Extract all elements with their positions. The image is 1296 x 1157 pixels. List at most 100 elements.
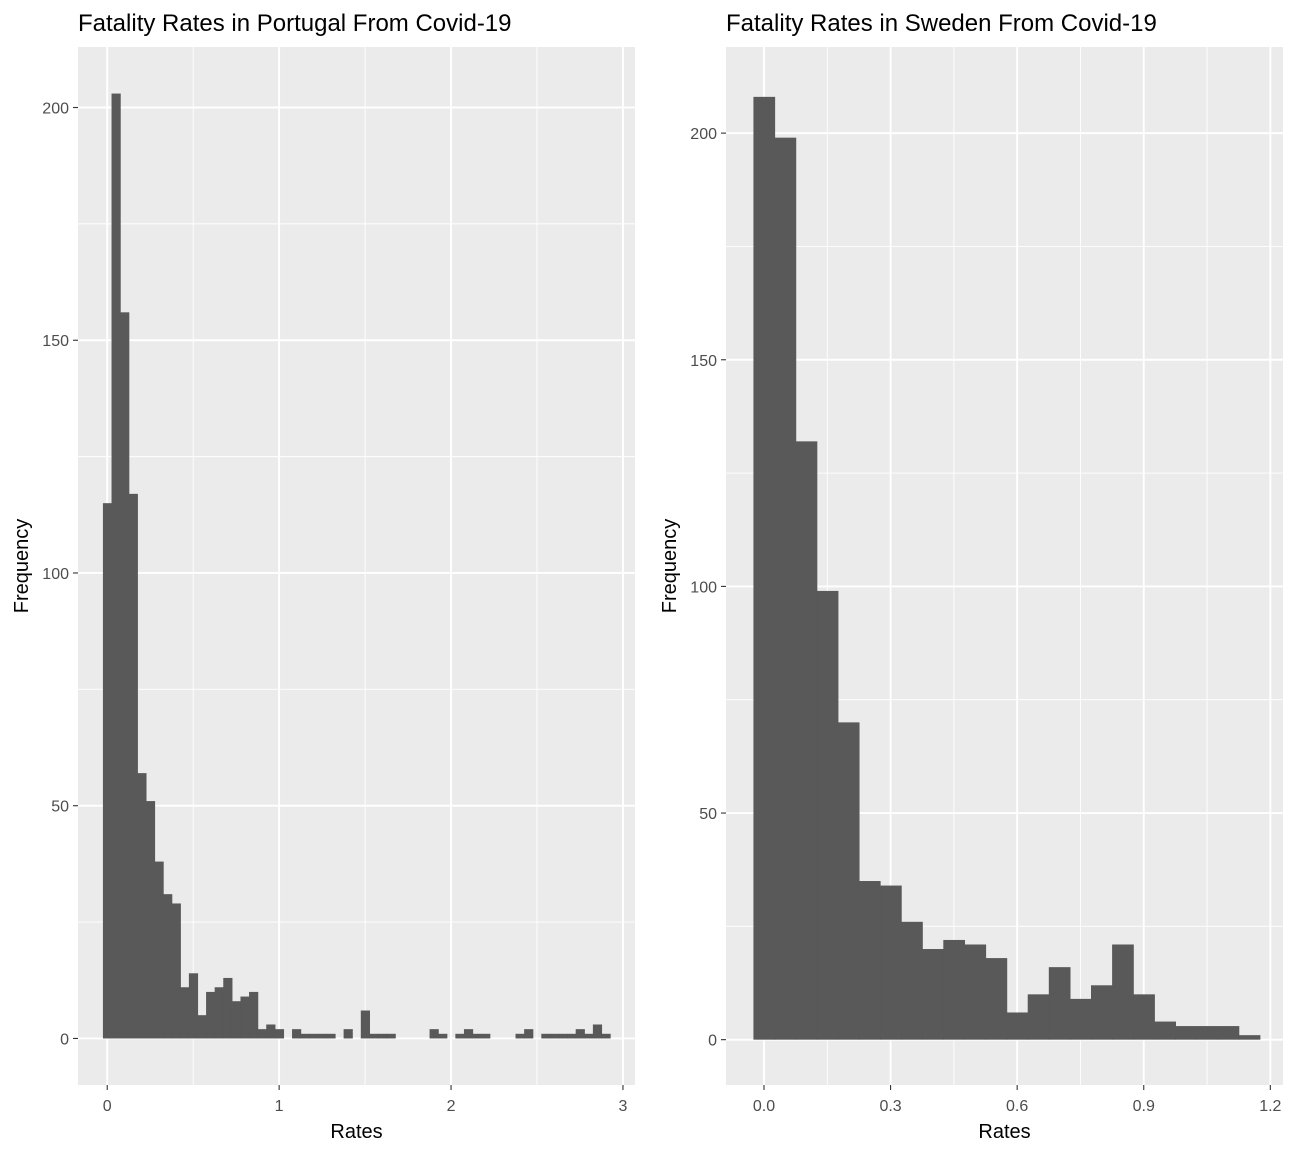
y-tick-label: 100 <box>42 566 69 583</box>
histogram-bar <box>137 773 147 1039</box>
histogram-bar <box>180 987 190 1039</box>
histogram-bar <box>455 1033 465 1039</box>
chart-portugal-svg: 0 1 2 3 0 50 100 150 200 Fatality Rates in Portug… <box>11 10 635 1143</box>
histogram-bar <box>1112 944 1134 1040</box>
histogram-bar <box>964 944 987 1040</box>
histogram-bar <box>369 1033 379 1039</box>
histogram-bar <box>145 801 156 1039</box>
histogram-bar <box>317 1033 328 1039</box>
histogram-bar <box>601 1033 611 1039</box>
histogram-bar <box>1154 1021 1176 1040</box>
y-tick-label: 50 <box>51 799 69 816</box>
histogram-bar <box>206 991 216 1039</box>
histogram-bar <box>463 1029 474 1039</box>
y-tick-label: 0 <box>708 1033 717 1050</box>
histogram-bar <box>558 1033 568 1039</box>
histogram-bar <box>1027 994 1050 1040</box>
histogram-bar <box>1196 1026 1219 1040</box>
x-tick-label: 0.6 <box>1006 1098 1028 1115</box>
histogram-bar <box>292 1029 302 1039</box>
histogram-bar <box>223 977 233 1039</box>
histogram-bar <box>102 503 113 1039</box>
histogram-bar <box>343 1029 353 1039</box>
histogram-bar <box>266 1024 276 1039</box>
histogram-bar <box>1048 967 1071 1040</box>
x-tick-label: 3 <box>619 1098 628 1115</box>
histogram-bar <box>1069 998 1092 1040</box>
histogram-bar <box>154 861 164 1039</box>
histogram-bar <box>1217 1026 1240 1040</box>
histogram-bar <box>943 939 966 1040</box>
histogram-bar <box>163 894 173 1039</box>
histogram-bar <box>171 903 181 1039</box>
histogram-bar <box>377 1033 388 1039</box>
y-tick-label: 150 <box>42 333 69 350</box>
histogram-bar <box>240 996 250 1039</box>
histogram-bar <box>858 881 881 1040</box>
histogram-bar <box>795 441 818 1040</box>
histogram-bar <box>300 1033 310 1039</box>
chart-title: Fatality Rates in Portugal From Covid-19 <box>78 10 512 37</box>
x-tick-label: 2 <box>447 1098 456 1115</box>
histogram-bar <box>429 1029 439 1039</box>
histogram-bar <box>524 1029 534 1039</box>
histogram-bar <box>111 93 121 1039</box>
x-tick-label: 0.3 <box>879 1098 901 1115</box>
histogram-bar <box>257 1029 267 1039</box>
x-tick-label: 0.0 <box>753 1098 775 1115</box>
histogram-bar <box>816 590 839 1040</box>
histogram-bar <box>901 921 923 1040</box>
histogram-bar <box>326 1033 336 1039</box>
y-tick-label: 50 <box>699 806 717 823</box>
histogram-bar <box>922 949 944 1040</box>
x-tick-label: 0 <box>103 1098 112 1115</box>
x-tick-label: 1 <box>275 1098 284 1115</box>
histogram-bar <box>515 1033 525 1039</box>
plot-area: 0 1 2 3 0 50 100 150 200 <box>42 47 635 1115</box>
histogram-bar <box>128 493 138 1039</box>
chart-portugal: 0 1 2 3 0 50 100 150 200 Fatality Rates in Portug… <box>0 0 648 1152</box>
y-tick-label: 200 <box>42 101 69 118</box>
histogram-bar <box>188 973 199 1039</box>
histogram-bar <box>1133 994 1155 1040</box>
y-axis-title: Frequency <box>11 519 33 614</box>
histogram-bar <box>753 96 776 1040</box>
y-tick-label: 0 <box>60 1031 69 1048</box>
histogram-bar <box>541 1033 551 1039</box>
histogram-bar <box>309 1033 319 1039</box>
histogram-bar <box>1238 1035 1261 1040</box>
histogram-bar <box>472 1033 482 1039</box>
x-tick-label: 1.2 <box>1259 1098 1281 1115</box>
y-tick-label: 150 <box>690 353 717 370</box>
histogram-bar <box>438 1033 448 1039</box>
histogram-bar <box>774 137 797 1040</box>
histogram-bar <box>592 1024 603 1039</box>
histogram-bar <box>549 1033 560 1039</box>
histogram-bar <box>214 987 224 1039</box>
histogram-bar <box>274 1029 285 1039</box>
chart-sweden-svg: 0.0 0.3 0.6 0.9 1.2 0 50 100 150 200 Fatality Rate… <box>659 10 1283 1143</box>
histogram-bar <box>880 885 902 1040</box>
histogram-bar <box>481 1033 491 1039</box>
y-tick-label: 100 <box>690 579 717 596</box>
histogram-bar <box>360 1010 370 1039</box>
histogram-bar <box>575 1029 585 1039</box>
y-tick-label: 200 <box>690 126 717 143</box>
histogram-bar <box>197 1015 207 1039</box>
x-tick-label: 0.9 <box>1133 1098 1155 1115</box>
histogram-bar <box>567 1033 577 1039</box>
histogram-bar <box>1175 1026 1198 1040</box>
chart-sweden: 0.0 0.3 0.6 0.9 1.2 0 50 100 150 200 Fatality Rate… <box>648 0 1296 1152</box>
histogram-bar <box>231 1001 242 1039</box>
histogram-bar <box>985 958 1008 1040</box>
histogram-bar <box>120 312 130 1039</box>
histogram-bar <box>1006 1012 1029 1040</box>
histogram-bar <box>1091 985 1113 1040</box>
histogram-bar <box>249 991 259 1039</box>
histogram-bar <box>837 722 860 1040</box>
x-axis-title: Rates <box>330 1121 382 1143</box>
x-axis-title: Rates <box>978 1121 1030 1143</box>
histogram-bar <box>386 1033 396 1039</box>
chart-title: Fatality Rates in Sweden From Covid-19 <box>726 10 1157 37</box>
plot-area: 0.0 0.3 0.6 0.9 1.2 0 50 100 150 200 <box>690 47 1283 1115</box>
